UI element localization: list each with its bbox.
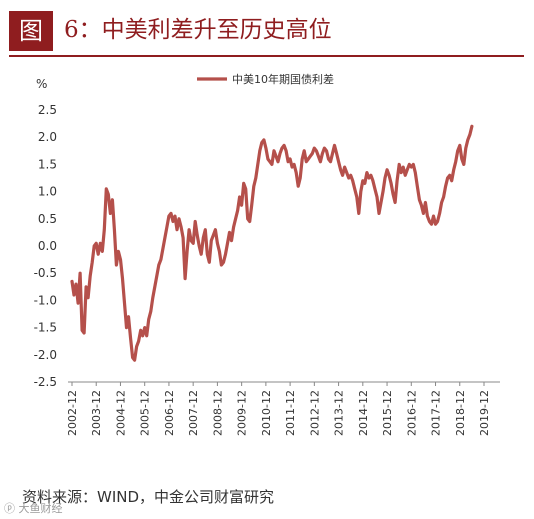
x-tick-label: 2015-12 [381,390,394,436]
y-tick-label: 2.0 [38,130,57,144]
x-tick-label: 2014-12 [357,390,370,436]
x-tick-label: 2006-12 [163,390,176,436]
figure-header: 图 6：中美利差升至历史高位 [0,0,534,60]
y-tick-label: 0.5 [38,212,57,226]
x-tick-label: 2003-12 [90,390,103,436]
y-tick-label: -1.0 [34,293,57,307]
y-axis-unit-label: % [36,77,47,91]
watermark-logo: ⓟ 大鱼财经 [4,502,63,515]
y-tick-label: 0.0 [38,239,57,253]
line-chart: % 2.5 2.0 1.5 1.0 0.5 0.0 -0.5 -1.0 -1.5 -2.0 -2.5 2… [34,72,500,436]
y-tick-label: 1.5 [38,157,57,171]
x-tick-label: 2008-12 [211,390,224,436]
x-tick-label: 2005-12 [139,390,152,436]
header-divider [9,55,524,57]
x-tick-label: 2010-12 [260,390,273,436]
y-tick-label: -2.5 [34,375,57,389]
y-tick-label: -0.5 [34,266,57,280]
x-tick-label: 2016-12 [405,390,418,436]
series-line [70,124,474,362]
y-tick-label: 2.5 [38,103,57,117]
x-tick-label: 2009-12 [236,390,249,436]
source-note: 资料来源：WIND，中金公司财富研究 [22,488,275,506]
x-tick-label: 2018-12 [454,390,467,436]
x-tick-label: 2007-12 [187,390,200,436]
x-tick-label: 2019-12 [478,390,491,436]
y-tick-label: -2.0 [34,348,57,362]
x-tick-label: 2017-12 [430,390,443,436]
figure-title: 6：中美利差升至历史高位 [64,17,332,43]
x-tick-label: 2013-12 [333,390,346,436]
x-tick-label: 2011-12 [284,390,297,436]
x-tick-label: 2004-12 [114,390,127,436]
legend-label: 中美10年期国债利差 [232,72,334,86]
figure-label: 图 [9,11,53,51]
x-tick-label: 2012-12 [308,390,321,436]
y-tick-label: -1.5 [34,321,57,335]
y-tick-label: 1.0 [38,185,57,199]
x-tick-label: 2002-12 [66,390,79,436]
